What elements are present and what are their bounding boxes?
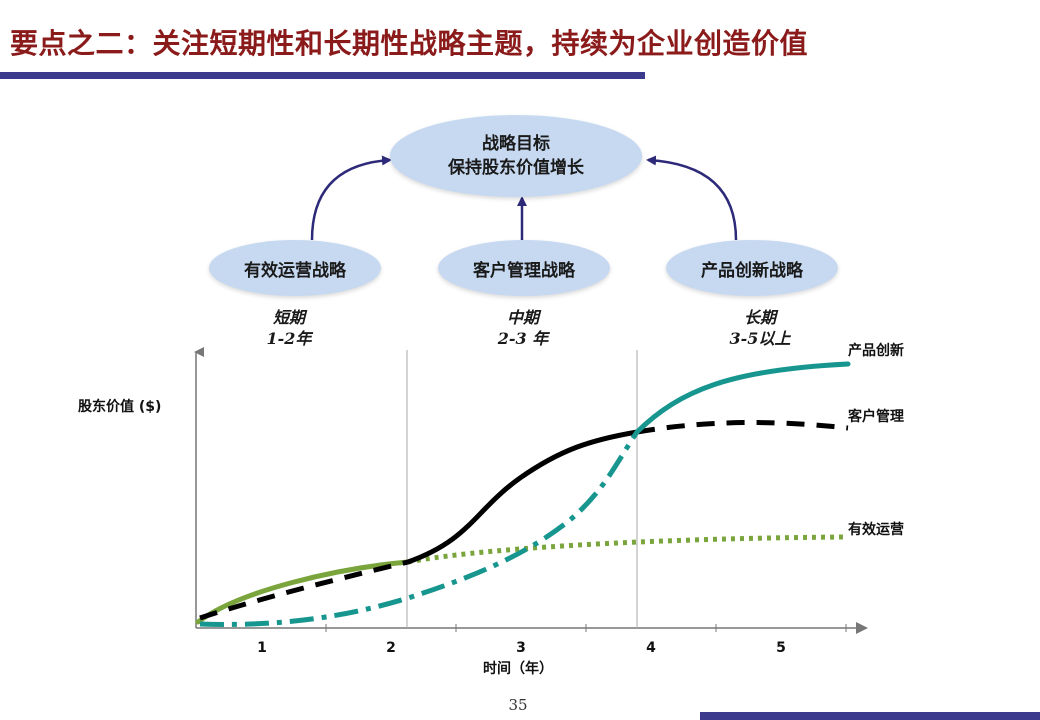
footer-bar: [700, 712, 1040, 720]
period-short: 短期 1-2年: [229, 307, 349, 349]
curve-customer-solid: [405, 429, 640, 565]
x-axis-label: 时间（年）: [483, 661, 553, 677]
series-label-operations: 有效运营: [848, 522, 904, 538]
x-tick-label: 4: [646, 640, 656, 656]
strategy-oval-product: 产品创新战略: [666, 240, 838, 296]
x-tick-label: 1: [257, 640, 267, 656]
period-mid: 中期 2-3 年: [463, 307, 583, 349]
title-underline: [0, 72, 645, 79]
goal-oval: 战略目标 保持股东价值增长: [390, 115, 642, 197]
series-label-product: 产品创新: [848, 343, 904, 359]
strategy-label: 产品创新战略: [701, 260, 803, 281]
y-axis-label: 股东价值 ($): [78, 399, 162, 415]
arrow-product-to-goal: [646, 155, 738, 241]
period-years: 2-3 年: [497, 329, 549, 348]
period-years: 1-2年: [266, 329, 312, 348]
x-axis-arrow: [856, 622, 868, 634]
curve-product-solid: [634, 361, 851, 435]
x-tick-label: 5: [776, 640, 786, 656]
curve-operations-dotted: [407, 534, 846, 565]
arrow-operations-to-goal: [310, 155, 392, 241]
curve-product-dashdot: [199, 430, 640, 627]
slide-title: 要点之二：关注短期性和长期性战略主题，持续为企业创造价值: [10, 27, 809, 60]
strategy-oval-operations: 有效运营战略: [209, 240, 381, 296]
strategy-oval-customer: 客户管理战略: [438, 240, 610, 296]
period-name: 中期: [506, 308, 539, 327]
x-tick-label: 2: [386, 640, 396, 656]
strategy-label: 客户管理战略: [473, 260, 575, 281]
period-name: 长期: [743, 308, 776, 327]
goal-line2: 保持股东价值增长: [448, 158, 584, 178]
strategy-label: 有效运营战略: [244, 260, 346, 281]
series-label-customer: 客户管理: [848, 409, 904, 425]
curve-customer-dashed-late: [636, 420, 849, 435]
goal-line1: 战略目标: [482, 134, 550, 154]
period-name: 短期: [272, 308, 305, 327]
page-number: 35: [508, 696, 528, 714]
curve-customer-dashed-early: [199, 559, 409, 621]
x-tick-label: 3: [516, 640, 526, 656]
x-axis-ticks: [325, 624, 847, 632]
period-years: 3-5以上: [729, 329, 791, 348]
period-long: 长期 3-5以上: [700, 307, 820, 349]
